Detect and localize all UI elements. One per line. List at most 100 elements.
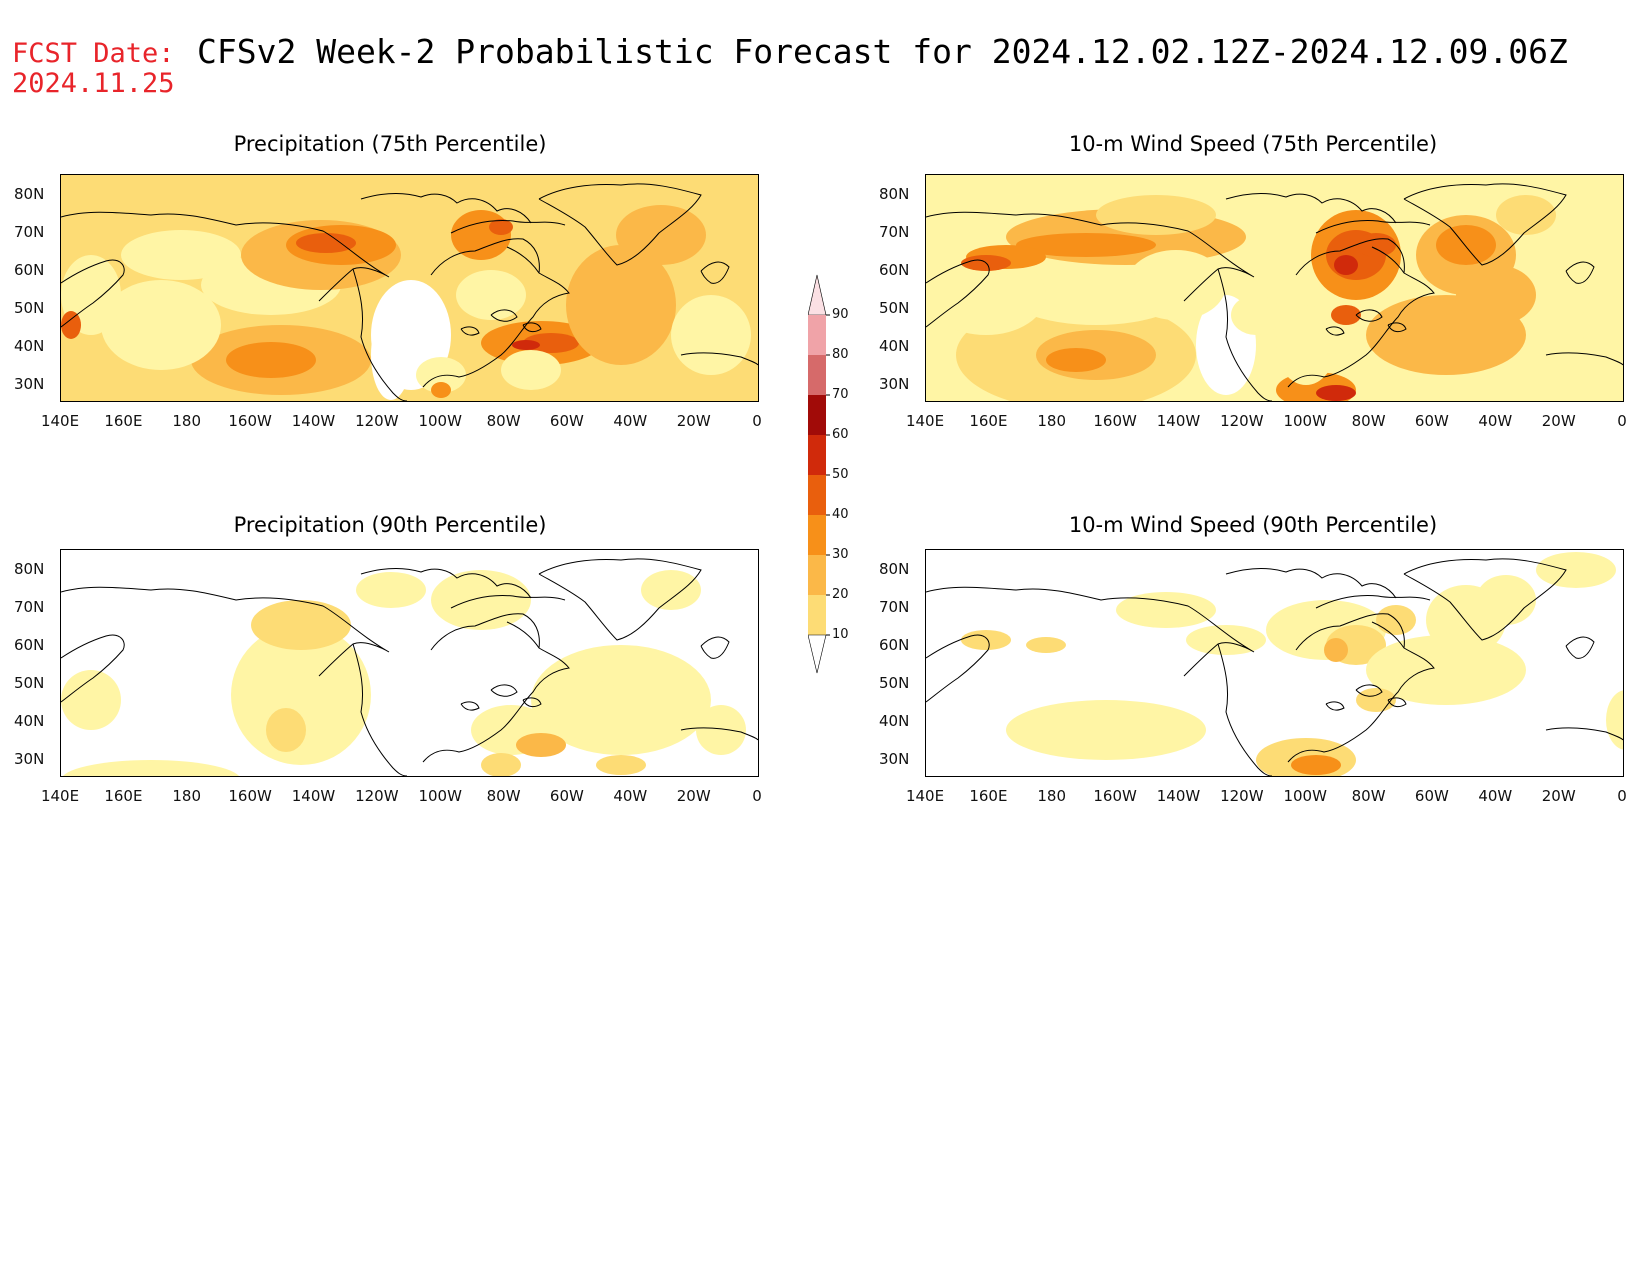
coastline bbox=[680, 727, 758, 741]
lon-tick-label: 120W bbox=[1220, 787, 1264, 805]
probability-contour bbox=[1126, 250, 1226, 320]
lat-tick-label: 80N bbox=[879, 560, 910, 578]
probability-contour bbox=[1316, 385, 1356, 401]
lat-tick-label: 50N bbox=[14, 674, 45, 692]
coastline bbox=[61, 259, 125, 328]
lon-tick-label: 160E bbox=[104, 412, 143, 430]
panel-title-wind75: 10-m Wind Speed (75th Percentile) bbox=[1068, 132, 1438, 156]
probability-contour bbox=[1331, 305, 1361, 325]
lon-tick-label: 20W bbox=[1541, 787, 1576, 805]
probability-contour bbox=[62, 760, 240, 776]
coastline bbox=[926, 634, 990, 703]
lon-tick-label: 160W bbox=[228, 787, 272, 805]
coastline bbox=[430, 613, 540, 651]
lon-tick-label: 140E bbox=[905, 787, 945, 805]
probability-contour bbox=[489, 219, 513, 235]
coastline bbox=[1217, 643, 1273, 776]
coastline bbox=[1565, 636, 1595, 659]
map-precip75 bbox=[60, 174, 759, 402]
probability-contour bbox=[1456, 265, 1536, 325]
probability-contour bbox=[1026, 637, 1066, 653]
lat-tick-label: 80N bbox=[14, 560, 45, 578]
lon-tick-label: 160E bbox=[969, 787, 1008, 805]
colorbar-segment bbox=[808, 475, 826, 515]
lon-tick-label: 180 bbox=[172, 412, 202, 430]
coastline bbox=[1355, 684, 1383, 697]
coastline bbox=[538, 183, 702, 266]
probability-contour bbox=[416, 357, 466, 393]
probability-contour bbox=[1046, 348, 1106, 372]
panel-title-precip90: Precipitation (90th Percentile) bbox=[233, 513, 547, 537]
coastline bbox=[700, 261, 730, 284]
coastline bbox=[1225, 567, 1397, 599]
probability-contour bbox=[356, 572, 426, 608]
coastline bbox=[430, 238, 540, 276]
lon-tick-label: 0 bbox=[752, 412, 762, 430]
coastline bbox=[700, 636, 730, 659]
coastline bbox=[1315, 220, 1431, 234]
probability-contour bbox=[512, 340, 540, 350]
probability-contour bbox=[281, 670, 361, 730]
coastline bbox=[450, 595, 566, 609]
lon-tick-label: 80W bbox=[486, 412, 521, 430]
coastline bbox=[352, 268, 408, 401]
lon-tick-label: 100W bbox=[1283, 787, 1327, 805]
probability-contour bbox=[1496, 195, 1556, 235]
coastline bbox=[1355, 309, 1383, 322]
lat-tick-label: 60N bbox=[14, 636, 45, 654]
lat-tick-label: 30N bbox=[879, 375, 910, 393]
lon-tick-label: 40W bbox=[1478, 412, 1513, 430]
lon-tick-label: 40W bbox=[1478, 787, 1513, 805]
colorbar-segment bbox=[808, 355, 826, 395]
probability-contour bbox=[1016, 233, 1156, 257]
probability-contour bbox=[101, 280, 221, 370]
probability-contour bbox=[1086, 713, 1166, 737]
lon-tick-label: 0 bbox=[752, 787, 762, 805]
lat-tick-label: 70N bbox=[14, 223, 45, 241]
lon-tick-label: 100W bbox=[1283, 412, 1327, 430]
probability-contour bbox=[1096, 195, 1216, 235]
coastline bbox=[926, 259, 990, 328]
probability-contour bbox=[431, 570, 531, 630]
lat-tick-label: 70N bbox=[879, 598, 910, 616]
lon-tick-label: 20W bbox=[1541, 412, 1576, 430]
lon-tick-label: 140W bbox=[291, 787, 336, 805]
lon-tick-label: 40W bbox=[613, 787, 648, 805]
lon-tick-label: 80W bbox=[1351, 787, 1386, 805]
probability-contour bbox=[1231, 295, 1281, 335]
coastline bbox=[460, 326, 480, 336]
probability-contour bbox=[501, 350, 561, 390]
lat-tick-label: 40N bbox=[14, 337, 45, 355]
probability-contour bbox=[516, 733, 566, 757]
coastline bbox=[1387, 697, 1407, 708]
colorbar-label: 50 bbox=[832, 467, 849, 482]
panel-title-wind90: 10-m Wind Speed (90th Percentile) bbox=[1068, 513, 1438, 537]
probability-contour bbox=[566, 245, 676, 365]
probability-contour bbox=[1356, 688, 1396, 712]
probability-contour bbox=[1186, 625, 1266, 655]
lon-tick-label: 60W bbox=[549, 412, 584, 430]
lon-tick-label: 80W bbox=[1351, 412, 1386, 430]
coastline bbox=[522, 697, 542, 708]
colorbar-label: 80 bbox=[832, 347, 849, 362]
coastline bbox=[1325, 701, 1345, 711]
coastline bbox=[352, 643, 408, 776]
colorbar-bottom-arrow bbox=[807, 634, 827, 674]
coastline bbox=[490, 309, 518, 322]
coastline bbox=[1315, 595, 1431, 609]
lat-tick-label: 30N bbox=[14, 750, 45, 768]
lon-tick-label: 140W bbox=[1156, 412, 1201, 430]
lon-tick-label: 140E bbox=[40, 412, 80, 430]
lon-tick-label: 120W bbox=[355, 787, 399, 805]
probability-contour bbox=[296, 233, 356, 253]
probability-contour bbox=[926, 255, 1046, 335]
lat-tick-label: 40N bbox=[879, 712, 910, 730]
coastline bbox=[522, 322, 542, 333]
probability-contour bbox=[696, 705, 746, 755]
colorbar-label: 30 bbox=[832, 547, 849, 562]
coastline bbox=[450, 220, 566, 234]
probability-contour bbox=[671, 295, 751, 375]
coastline bbox=[680, 352, 758, 366]
map-svg bbox=[61, 550, 758, 776]
coastline bbox=[1545, 352, 1623, 366]
